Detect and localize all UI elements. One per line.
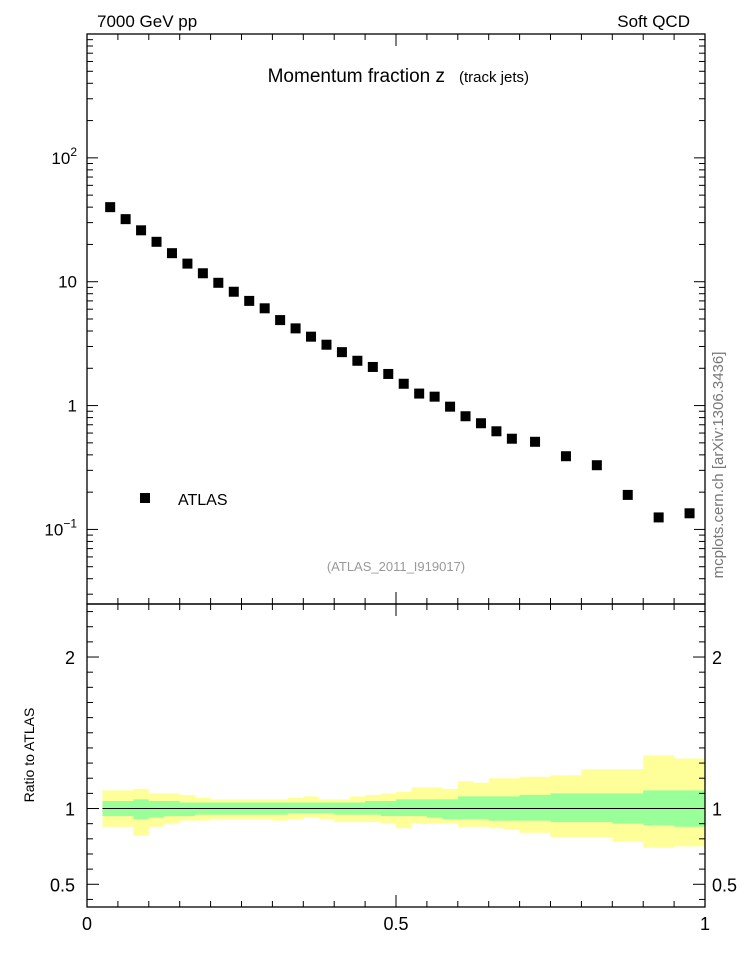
y-tick-label: 102 (51, 145, 77, 168)
data-point (213, 277, 224, 288)
chart-title: Momentum fraction z (268, 66, 445, 87)
data-point (622, 489, 633, 500)
data-point (414, 388, 425, 399)
data-point (460, 411, 471, 422)
data-point (367, 361, 378, 372)
side-label: mcplots.cern.ch [arXiv:1306.3436] (710, 352, 727, 579)
x-tick-label: 0 (82, 914, 92, 934)
data-point (197, 268, 208, 279)
ratio-panel: Ratio to ATLAS 0 0.5 10.5 0.51 12 2 (21, 603, 737, 934)
main-plot-frame (86, 33, 706, 605)
data-point (120, 214, 131, 225)
y-tick-label: 10 (58, 273, 77, 292)
ratio-y-tick-label-right: 2 (712, 648, 722, 668)
header-left-label: 7000 GeV pp (97, 12, 197, 31)
data-point (244, 295, 255, 306)
data-point (136, 225, 147, 236)
data-point (560, 451, 571, 462)
data-point (398, 378, 409, 389)
main-plot-panel: Momentum fraction z (track jets) (ATLAS_… (44, 33, 706, 605)
data-point (321, 339, 332, 350)
data-point (383, 368, 394, 379)
data-point (506, 433, 517, 444)
data-point (591, 460, 602, 471)
data-point (228, 286, 239, 297)
data-point (275, 315, 286, 326)
ratio-ylabel: Ratio to ATLAS (21, 708, 37, 803)
data-point (182, 258, 193, 269)
data-point (491, 426, 502, 437)
ratio-y-tick-label-right: 0.5 (712, 875, 737, 895)
data-point (151, 236, 162, 247)
y-tick-label: 10−1 (44, 516, 77, 539)
data-point (445, 401, 456, 412)
data-point (290, 323, 301, 334)
data-point (166, 248, 177, 259)
data-point (684, 508, 695, 519)
analysis-id-label: (ATLAS_2011_I919017) (327, 559, 465, 574)
data-point (259, 303, 270, 314)
data-point (352, 355, 363, 366)
y-tick-label: 1 (68, 397, 77, 416)
ratio-y-tick-label: 2 (65, 648, 75, 668)
legend-marker (140, 493, 150, 503)
data-point (336, 347, 347, 358)
ratio-plot-frame (86, 603, 706, 908)
data-point (429, 391, 440, 402)
x-tick-label: 1 (700, 914, 710, 934)
data-point (306, 331, 317, 342)
data-point (475, 418, 486, 429)
header-right-label: Soft QCD (617, 12, 690, 31)
data-point (530, 436, 541, 447)
ratio-y-tick-label: 0.5 (50, 875, 75, 895)
data-point (653, 512, 664, 523)
ratio-y-tick-label-right: 1 (712, 800, 722, 820)
ratio-y-tick-label: 1 (65, 800, 75, 820)
data-point (105, 202, 116, 213)
legend-entry-atlas: ATLAS (178, 492, 228, 509)
chart-subtitle: (track jets) (459, 69, 529, 86)
x-tick-label: 0.5 (383, 914, 408, 934)
